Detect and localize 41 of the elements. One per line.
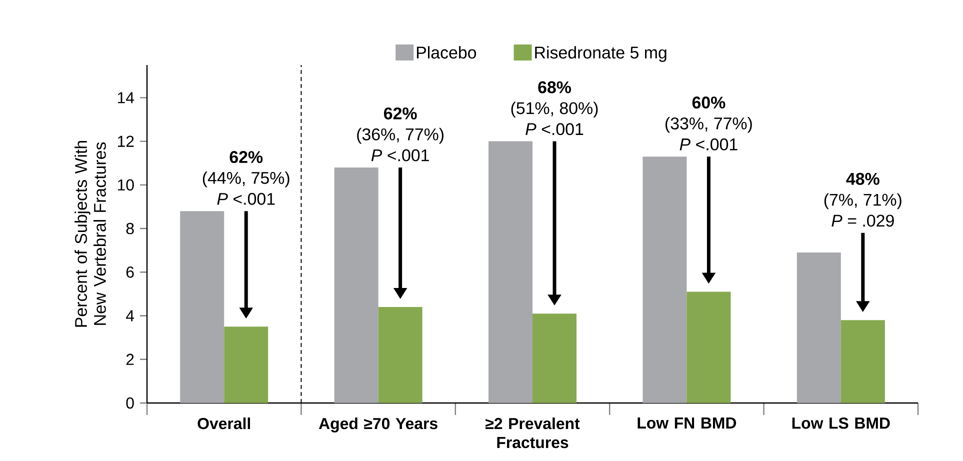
annotation: 48% xyxy=(846,172,880,185)
bar xyxy=(796,252,841,403)
y-tick-label: 0 xyxy=(126,397,134,409)
y-tick-label: 6 xyxy=(126,266,134,278)
annotation: P <.001 xyxy=(526,123,584,136)
x-tick-label: ≥2 Prevalent Fractures xyxy=(486,418,580,448)
annotation: (33%, 77%) xyxy=(666,117,752,133)
y-tick-label: 10 xyxy=(118,179,134,191)
y-axis-title: Percent of Subjects With New Vertebral Fractures xyxy=(74,140,106,327)
bar xyxy=(224,326,268,403)
annotation: 60% xyxy=(692,96,726,109)
annotation: (51%, 80%) xyxy=(511,102,598,118)
bar xyxy=(180,211,224,403)
annotation: P <.001 xyxy=(371,149,429,162)
y-tick-label: 12 xyxy=(118,136,134,147)
y-tick-label: 4 xyxy=(126,310,134,322)
annotation: 62% xyxy=(384,107,417,120)
annotation: 62% xyxy=(230,151,263,164)
legend-label: Risedronate 5 mg xyxy=(535,46,666,62)
annotation: P <.001 xyxy=(680,138,738,150)
y-tick-label: 14 xyxy=(118,92,134,104)
x-tick-label: Overall xyxy=(198,418,250,430)
bar xyxy=(334,167,378,403)
annotation: P = .029 xyxy=(832,214,894,227)
annotation: (44%, 75%) xyxy=(202,172,290,188)
annotation: P <.001 xyxy=(217,192,275,205)
annotation: 68% xyxy=(538,81,571,94)
x-tick-label: Aged ≥70 Years xyxy=(318,418,438,432)
y-tick-label: 2 xyxy=(126,354,134,365)
bar xyxy=(532,314,577,403)
bar xyxy=(642,156,687,403)
legend-label: Placebo xyxy=(416,46,476,59)
x-tick-label: Low LS BMD xyxy=(792,418,890,429)
bar xyxy=(488,141,533,403)
bar xyxy=(686,292,731,403)
annotation: (7%, 71%) xyxy=(824,193,902,210)
x-tick-label: Low FN BMD xyxy=(638,417,736,429)
bar xyxy=(840,320,885,403)
annotation: (36%, 77%) xyxy=(357,128,444,144)
y-tick-label: 8 xyxy=(126,222,134,234)
bar xyxy=(378,307,422,403)
